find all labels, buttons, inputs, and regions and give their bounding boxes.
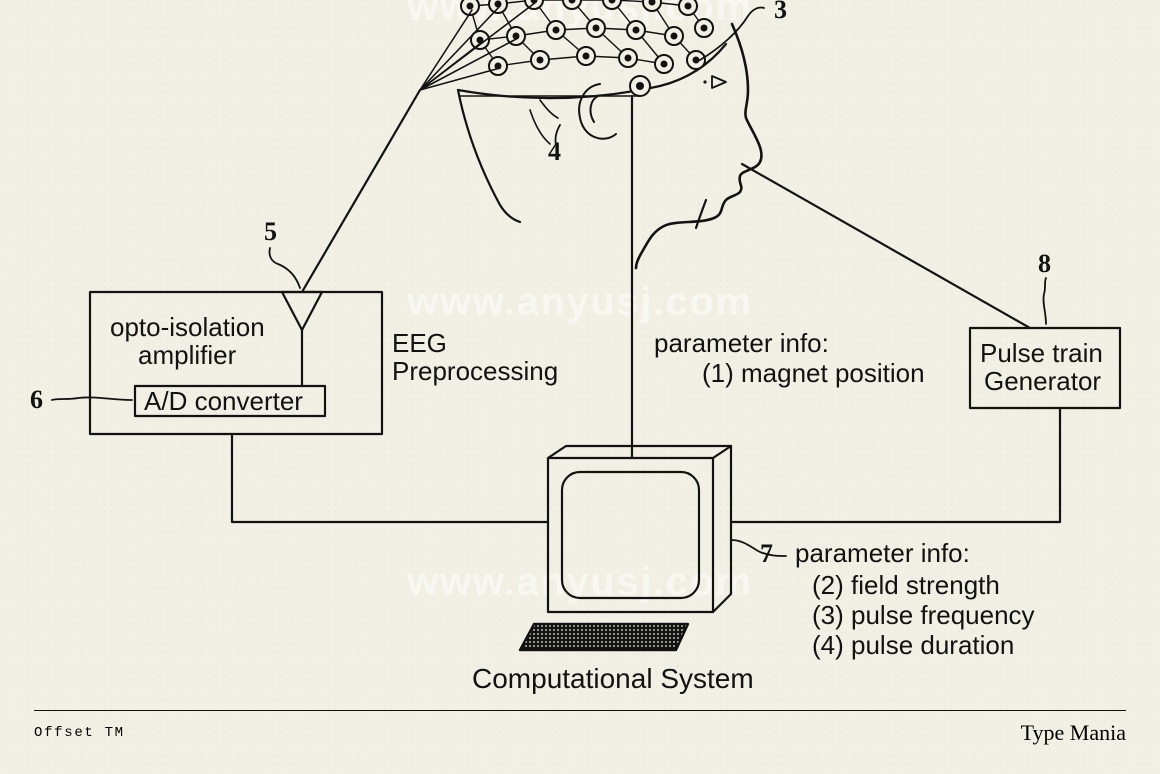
footer-right: Type Mania: [1021, 720, 1126, 746]
lead-bundle: [302, 2, 536, 292]
footer-left: Offset TM: [34, 725, 125, 741]
label-param1-title: parameter info:: [654, 328, 829, 358]
callout-4: 4: [548, 137, 561, 166]
callout-6-line: [52, 397, 132, 400]
callout-7: 7: [760, 539, 773, 568]
label-param2-title: parameter info:: [795, 538, 970, 568]
callout-3: 3: [774, 0, 787, 24]
label-eeg2: Preprocessing: [392, 356, 558, 386]
callout-8-line: [1043, 278, 1046, 324]
watermark-2: www.anyusj.com: [406, 280, 752, 324]
footer-rule: [34, 710, 1126, 711]
label-param2-l4: (4) pulse duration: [812, 630, 1014, 660]
wire-computer-to-pulse: [731, 408, 1060, 522]
callout-6: 6: [30, 385, 43, 414]
label-param2-l3: (3) pulse frequency: [812, 600, 1035, 630]
label-pulse1: Pulse train: [980, 338, 1103, 368]
callout-8: 8: [1038, 249, 1051, 278]
label-eeg1: EEG: [392, 328, 447, 358]
label-opto-iso: opto-isolation: [110, 312, 265, 342]
label-comp-system: Computational System: [472, 663, 754, 694]
label-adc: A/D converter: [144, 386, 303, 416]
callout-5-line: [269, 248, 300, 288]
diagram-svg: www.anyusj.com www.anyusj.com www.anyusj…: [0, 0, 1160, 774]
callout-5: 5: [264, 217, 277, 246]
label-pulse2: Generator: [984, 366, 1101, 396]
wire-amp-to-computer: [232, 434, 548, 522]
label-param1-line: (1) magnet position: [702, 358, 925, 388]
label-amplifier: amplifier: [138, 340, 237, 370]
computer-icon: [520, 446, 731, 650]
wire-head-to-pulse: [742, 164, 1030, 328]
label-param2-l2: (2) field strength: [812, 570, 1000, 600]
callout-7-line: [731, 540, 786, 556]
